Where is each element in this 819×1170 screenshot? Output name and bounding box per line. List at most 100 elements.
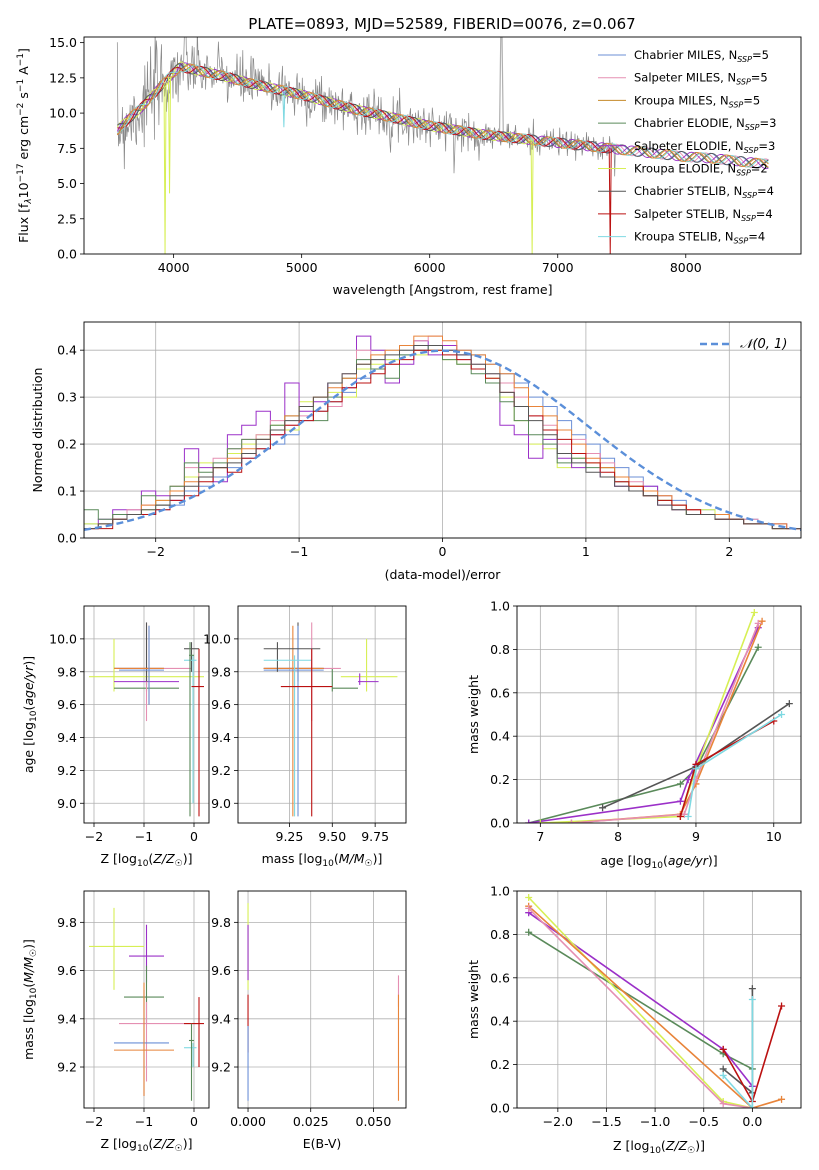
age-vs-metallicity-panel: −2 −1 0 9.0 9.2 9.4 9.6 9.8 10.0 Z [log10(Z/Z☉)] a… [21, 605, 210, 869]
data-marks [89, 622, 204, 817]
x-tick-label: 5000 [286, 260, 318, 275]
mass-weight-series [528, 912, 754, 1087]
y-tick-label: 9.8 [211, 664, 231, 679]
mass-weight-point [748, 985, 756, 993]
y-tick-label: 9.4 [211, 1011, 231, 1026]
y-tick-label: 0.8 [490, 927, 510, 942]
mass-weight-point [758, 617, 766, 625]
x-tick-label: 0 [190, 1114, 198, 1129]
axes-frame [83, 36, 802, 255]
y-tick-label: 9.6 [57, 697, 77, 712]
y-tick-label: 0.4 [490, 729, 510, 744]
y-tick-label: 9.2 [57, 1060, 77, 1075]
x-axis-label: age [log10(age/yr)] [600, 853, 717, 871]
data-marks [525, 609, 793, 823]
y-tick-label: 9.6 [57, 963, 77, 978]
y-tick-label: 9.6 [211, 697, 231, 712]
legend-label: Chabrier MILES, NSSP=5 [634, 48, 769, 64]
mass-weight-point [692, 765, 700, 773]
x-axis-label: Z [log10(Z/Z☉)] [101, 1136, 193, 1154]
massweight-vs-metallicity-panel: −2.0 −1.5 −1.0 −0.5 0.0 0.0 0.2 0.4 0.6 0.8 1.0 Z [… [466, 884, 802, 1156]
x-axis-label: (data-model)/error [385, 567, 502, 582]
x-tick-label: 9.50 [318, 829, 346, 844]
mass-weight-point [778, 1002, 786, 1010]
legend-label: Chabrier STELIB, NSSP=4 [634, 184, 774, 200]
mass-weight-point [785, 700, 793, 708]
y-axis-label: mass weight [466, 675, 481, 754]
model-spectrum [117, 64, 769, 168]
x-tick-label: 9.25 [276, 829, 304, 844]
x-tick-label: 0 [190, 829, 198, 844]
y-tick-label: 9.8 [211, 915, 231, 930]
y-tick-label: 0.2 [57, 437, 77, 452]
spectrum-panel: 4000 5000 6000 7000 8000 0.0 2.5 5.0 7.5 10.0 12.5… [16, 35, 802, 297]
mass-weight-series [528, 627, 759, 823]
y-tick-label: 9.8 [57, 664, 77, 679]
mass-weight-series [528, 905, 782, 1108]
x-axis-label: wavelength [Angstrom, rest frame] [332, 282, 552, 297]
normal-curve [84, 349, 801, 531]
mass-vs-metallicity-panel: −2 −1 0 9.2 9.4 9.6 9.8 Z [log10(Z/Z☉)] mass [lo… [21, 890, 210, 1154]
y-tick-label: 0.2 [490, 772, 510, 787]
y-tick-label: 10.0 [49, 106, 77, 121]
y-tick-label: 15.0 [49, 35, 77, 50]
y-tick-label: 9.2 [211, 763, 231, 778]
mass-weight-series [722, 999, 754, 1108]
y-tick-label: 9.4 [57, 1011, 77, 1026]
x-tick-label: −1 [135, 1114, 153, 1129]
mass-weight-series [528, 646, 759, 823]
legend-label: Kroupa MILES, NSSP=5 [634, 93, 760, 109]
mass-weight-point [719, 1071, 727, 1079]
y-tick-label: 0.1 [57, 484, 77, 499]
mass-weight-point [525, 928, 533, 936]
data-marks [525, 894, 786, 1108]
mass-weight-point [719, 1100, 727, 1108]
mass-weight-point [754, 619, 762, 627]
x-tick-label: 10 [766, 829, 782, 844]
axes-frame [83, 605, 210, 824]
y-tick-label: 2.5 [57, 211, 77, 226]
y-tick-label: 9.6 [211, 963, 231, 978]
legend-label: Salpeter ELODIE, NSSP=3 [634, 139, 775, 155]
x-tick-label: −1 [135, 829, 153, 844]
y-tick-label: 10.0 [49, 631, 77, 646]
y-axis-label: mass [log10(M/M☉)] [21, 939, 39, 1060]
y-tick-label: 0.8 [490, 642, 510, 657]
y-tick-label: 12.5 [49, 70, 77, 85]
y-tick-label: 9.2 [211, 1060, 231, 1075]
data-marks [247, 903, 400, 1101]
y-axis-label: mass weight [466, 960, 481, 1039]
y-tick-label: 5.0 [57, 176, 77, 191]
x-tick-label: 8000 [670, 260, 702, 275]
model-absorption-line [282, 90, 286, 128]
y-tick-label: 0.2 [490, 1057, 510, 1072]
y-tick-label: 9.8 [57, 915, 77, 930]
age-vs-mass-panel: 9.25 9.50 9.75 9.0 9.2 9.4 9.6 9.8 10.0 mass [log… [203, 605, 407, 869]
mass-weight-point [684, 776, 692, 784]
y-tick-label: 1.0 [490, 599, 510, 614]
y-tick-label: 0.6 [490, 970, 510, 985]
x-tick-label: 7000 [542, 260, 574, 275]
histogram-series [84, 345, 801, 538]
y-tick-label: 7.5 [57, 141, 77, 156]
y-tick-label: 9.0 [57, 796, 77, 811]
y-tick-label: 0.3 [57, 390, 77, 405]
mass-vs-extinction-panel: 0.000 0.025 0.050 9.2 9.4 9.6 9.8 E(B-V) [211, 890, 407, 1151]
x-tick-label: 7 [536, 829, 544, 844]
data-marks [263, 622, 398, 817]
mass-weight-point [684, 812, 692, 820]
model-absorption-line [530, 139, 534, 254]
y-tick-label: 0.0 [57, 531, 77, 546]
mass-weight-point [719, 1045, 727, 1053]
axes-frame [83, 321, 802, 539]
x-axis-label: E(B-V) [303, 1136, 342, 1151]
spectrum-lines [116, 37, 769, 254]
x-axis-label: mass [log10(M/M☉)] [262, 851, 383, 869]
x-tick-label: 8 [614, 829, 622, 844]
mass-weight-point [680, 810, 688, 818]
x-axis-label: Z [log10(Z/Z☉)] [613, 1138, 705, 1156]
model-absorption-line [163, 81, 167, 254]
model-absorption-line [168, 76, 172, 194]
axes-frame [516, 605, 802, 824]
y-tick-label: 0.6 [490, 685, 510, 700]
